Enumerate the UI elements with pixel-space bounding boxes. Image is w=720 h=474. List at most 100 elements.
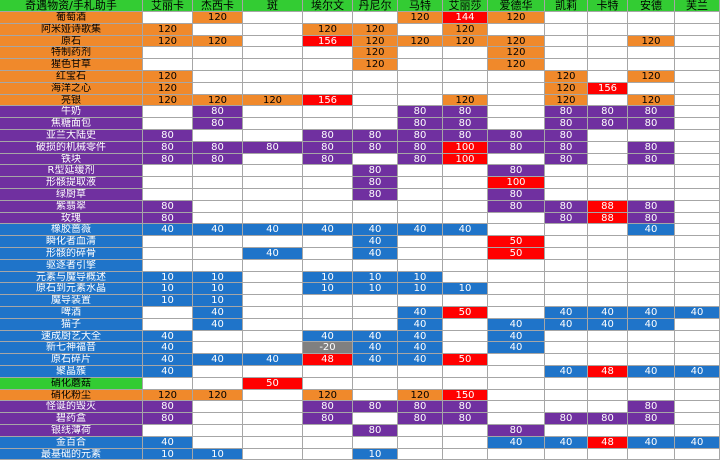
table-cell[interactable]: 80 — [628, 106, 675, 118]
table-cell[interactable] — [588, 236, 628, 248]
table-cell[interactable]: 80 — [143, 201, 193, 213]
table-cell[interactable]: 80 — [588, 118, 628, 130]
table-cell[interactable] — [193, 378, 243, 390]
table-cell[interactable] — [398, 71, 443, 83]
table-cell[interactable] — [488, 213, 545, 224]
row-label[interactable]: 焦糖面包 — [0, 118, 143, 130]
table-cell[interactable]: 80 — [193, 142, 243, 154]
table-cell[interactable] — [243, 401, 303, 413]
table-cell[interactable]: 120 — [193, 36, 243, 47]
table-cell[interactable]: 100 — [443, 142, 488, 154]
table-cell[interactable]: 40 — [243, 248, 303, 260]
table-cell[interactable] — [675, 83, 720, 95]
table-cell[interactable]: 80 — [143, 154, 193, 165]
table-cell[interactable] — [303, 59, 353, 71]
table-cell[interactable] — [303, 177, 353, 189]
table-cell[interactable] — [353, 413, 398, 425]
table-cell[interactable] — [353, 378, 398, 390]
table-cell[interactable]: 10 — [143, 272, 193, 283]
table-cell[interactable] — [303, 307, 353, 319]
table-cell[interactable]: 80 — [488, 425, 545, 437]
table-cell[interactable] — [353, 83, 398, 95]
table-cell[interactable]: 40 — [353, 331, 398, 342]
table-cell[interactable] — [303, 118, 353, 130]
table-cell[interactable] — [588, 449, 628, 460]
table-cell[interactable] — [193, 401, 243, 413]
table-cell[interactable] — [243, 24, 303, 36]
table-cell[interactable]: 80 — [588, 413, 628, 425]
table-cell[interactable] — [675, 354, 720, 366]
table-cell[interactable] — [443, 248, 488, 260]
table-cell[interactable] — [545, 24, 588, 36]
table-cell[interactable]: 10 — [193, 295, 243, 307]
table-cell[interactable]: 156 — [303, 36, 353, 47]
table-cell[interactable]: 10 — [193, 272, 243, 283]
table-cell[interactable]: 80 — [628, 401, 675, 413]
row-label[interactable]: 红宝石 — [0, 71, 143, 83]
table-cell[interactable] — [488, 413, 545, 425]
table-cell[interactable] — [545, 248, 588, 260]
table-cell[interactable]: 120 — [628, 71, 675, 83]
table-cell[interactable] — [488, 307, 545, 319]
table-cell[interactable]: 120 — [143, 71, 193, 83]
table-cell[interactable]: 120 — [443, 36, 488, 47]
table-cell[interactable] — [675, 12, 720, 24]
table-cell[interactable] — [243, 12, 303, 24]
table-cell[interactable] — [193, 71, 243, 83]
table-cell[interactable] — [398, 47, 443, 59]
table-cell[interactable]: 10 — [303, 272, 353, 283]
table-cell[interactable] — [443, 59, 488, 71]
table-cell[interactable] — [443, 366, 488, 378]
table-cell[interactable] — [303, 260, 353, 272]
table-cell[interactable]: 80 — [303, 401, 353, 413]
table-cell[interactable]: 40 — [545, 319, 588, 331]
table-cell[interactable]: 40 — [628, 224, 675, 236]
row-label[interactable]: 聚晶簇 — [0, 366, 143, 378]
table-cell[interactable] — [193, 201, 243, 213]
row-label[interactable]: 特制药剂 — [0, 47, 143, 59]
table-cell[interactable] — [243, 165, 303, 177]
table-cell[interactable] — [628, 177, 675, 189]
row-label[interactable]: 牛奶 — [0, 106, 143, 118]
table-cell[interactable]: 10 — [193, 283, 243, 295]
table-cell[interactable]: 10 — [303, 283, 353, 295]
row-label[interactable]: 啤酒 — [0, 307, 143, 319]
table-cell[interactable]: 100 — [488, 177, 545, 189]
table-cell[interactable] — [628, 295, 675, 307]
table-cell[interactable]: 40 — [398, 319, 443, 331]
table-cell[interactable] — [488, 154, 545, 165]
table-cell[interactable]: 40 — [143, 437, 193, 449]
table-cell[interactable]: 40 — [143, 224, 193, 236]
table-cell[interactable] — [243, 47, 303, 59]
table-cell[interactable] — [353, 71, 398, 83]
table-cell[interactable] — [545, 342, 588, 354]
table-cell[interactable]: 120 — [193, 12, 243, 24]
table-cell[interactable]: 120 — [353, 47, 398, 59]
table-cell[interactable]: 50 — [488, 248, 545, 260]
table-cell[interactable] — [443, 449, 488, 460]
table-cell[interactable] — [143, 106, 193, 118]
table-cell[interactable]: 80 — [303, 154, 353, 165]
column-header[interactable]: 埃尔文 — [303, 0, 353, 12]
table-cell[interactable] — [398, 236, 443, 248]
table-cell[interactable] — [588, 224, 628, 236]
table-cell[interactable] — [243, 413, 303, 425]
column-header[interactable]: 斑 — [243, 0, 303, 12]
table-cell[interactable] — [588, 95, 628, 106]
table-cell[interactable]: 88 — [588, 213, 628, 224]
column-header[interactable]: 安德 — [628, 0, 675, 12]
table-cell[interactable] — [143, 260, 193, 272]
table-cell[interactable]: 40 — [675, 437, 720, 449]
table-cell[interactable] — [488, 378, 545, 390]
table-cell[interactable] — [353, 118, 398, 130]
table-cell[interactable] — [675, 295, 720, 307]
table-cell[interactable]: 80 — [628, 201, 675, 213]
table-cell[interactable]: 80 — [628, 213, 675, 224]
table-cell[interactable] — [675, 260, 720, 272]
table-cell[interactable] — [628, 24, 675, 36]
table-cell[interactable]: 48 — [588, 437, 628, 449]
table-cell[interactable] — [545, 12, 588, 24]
table-cell[interactable]: 120 — [143, 24, 193, 36]
table-cell[interactable] — [443, 331, 488, 342]
table-cell[interactable] — [353, 390, 398, 401]
